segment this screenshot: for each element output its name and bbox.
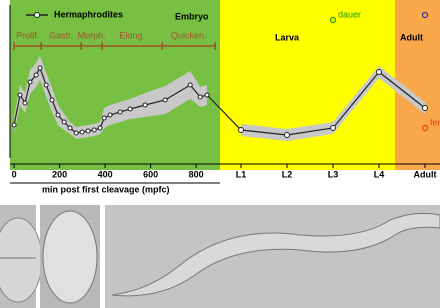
phase-label: Prolif. [16,30,39,40]
marker-label: dauer [338,9,361,19]
worm [111,212,440,297]
data-point [33,72,39,78]
data-point [17,92,23,98]
x-tick-label: L3 [328,169,339,179]
data-point [49,97,55,103]
data-point [142,102,148,108]
data-point [22,100,28,106]
phase-label: Quicken. [171,30,207,40]
x-tick-label: L2 [282,169,293,179]
micrographs [0,205,440,308]
embryo [42,210,98,304]
data-point [284,132,290,138]
x-tick-label: 0 [12,169,17,179]
data-point [107,112,113,118]
data-point [422,105,428,111]
region-label: Adult [400,32,423,42]
phase-label: Elong. [119,30,145,40]
x-axis-label: min post first cleavage (mpfc) [42,184,170,194]
data-point [73,130,79,136]
data-point [238,127,244,133]
data-point [376,69,382,75]
legend-label: Hermaphrodites [54,9,123,19]
phase-label: Morph. [78,30,106,40]
marker [329,16,337,24]
phase-label: Gastr. [49,30,73,40]
data-point [127,106,133,112]
data-point [61,119,67,125]
marker [421,124,429,132]
data-point [162,97,168,103]
x-tick-label: L1 [236,169,247,179]
connector [206,94,242,131]
data-point [204,92,210,98]
marker [421,11,429,19]
x-tick-label: 200 [52,169,67,179]
legend: Hermaphrodites [26,9,123,19]
x-tick-label: 600 [143,169,158,179]
data-point [187,82,193,88]
data-point [55,112,61,118]
data-point [85,128,91,134]
data-point [79,129,85,135]
error-band [14,56,208,139]
x-tick-label: 800 [189,169,204,179]
data-point [97,125,103,131]
x-tick-label: L4 [374,169,385,179]
data-point [117,109,123,115]
data-point [27,79,33,85]
data-point [67,125,73,131]
x-tick-label: 400 [98,169,113,179]
region-label: Larva [275,32,300,42]
data-point [11,122,17,128]
data-point [330,125,336,131]
x-tick-label: Adult [414,169,437,179]
region-label: Embryo [175,11,209,21]
data-point [197,94,203,100]
data-point [37,65,43,71]
marker-label: fem [430,117,440,127]
data-point [43,82,49,88]
legend-marker [34,12,40,18]
data-point [101,115,107,121]
embryo-cell [0,217,43,303]
data-point [91,127,97,133]
